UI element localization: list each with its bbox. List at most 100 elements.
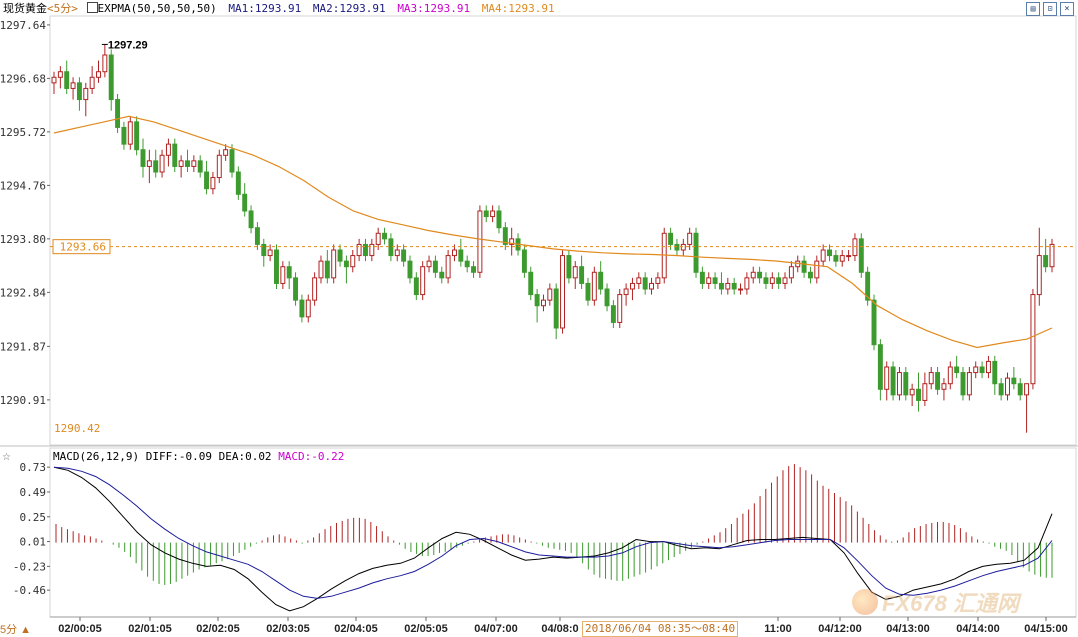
candle-up (839, 255, 845, 262)
xtick-label: 02/01:05 (128, 623, 171, 635)
xtick-label: 02/00:05 (58, 623, 101, 635)
candle-down (642, 277, 648, 290)
period-label[interactable]: <5分> (47, 2, 78, 15)
candle-down (324, 260, 330, 279)
candle-down (1011, 377, 1017, 385)
candle-down (566, 255, 572, 279)
candle-down (858, 238, 864, 273)
xtick-label: 02/03:05 (266, 623, 309, 635)
candle-up (680, 243, 686, 251)
candle-down (229, 149, 235, 173)
candle-up (706, 277, 712, 284)
macd-ytick-label: 0.25 (20, 511, 47, 524)
candle-down (401, 249, 407, 262)
candle-down (204, 171, 210, 190)
candle-down (343, 260, 349, 268)
expma-checkbox-icon[interactable] (86, 2, 98, 13)
candle-up (1036, 255, 1042, 296)
candle-up (623, 288, 629, 296)
candle-up (159, 154, 165, 173)
xtick-label: 11:00 (764, 623, 792, 635)
diff-line (53, 466, 1053, 612)
candle-down (363, 243, 368, 257)
candle-down (579, 266, 585, 284)
candle-up (318, 260, 324, 279)
candle-down (757, 271, 763, 279)
macd-diff-label: DIFF:-0.09 (145, 450, 212, 463)
close-icon[interactable]: × (1060, 2, 1074, 16)
xtick-label: 02/02:05 (196, 623, 239, 635)
price-ytick-label: 1294.76 (0, 179, 46, 192)
candle-up (769, 277, 775, 284)
candle-down (801, 260, 807, 273)
price-ytick-label: 1293.80 (0, 233, 46, 246)
candle-down (916, 388, 921, 401)
restore-icon[interactable]: ⊡ (1043, 2, 1057, 16)
candle-up (394, 249, 400, 257)
candle-down (471, 266, 477, 273)
candle-up (852, 238, 858, 257)
price-ytick-label: 1296.68 (0, 72, 46, 85)
watermark-logo: FX678 汇通网 (852, 586, 1019, 618)
candle-down (496, 210, 502, 229)
bottom-value-label: 1290.42 (54, 422, 100, 435)
candle-down (960, 372, 966, 396)
candle-up (127, 121, 133, 145)
candle-down (274, 249, 279, 284)
candle-down (76, 82, 82, 101)
period-toggle-button[interactable]: 5分 ▲ (0, 624, 32, 636)
candle-up (788, 266, 794, 279)
candle-up (814, 260, 820, 279)
candle-down (464, 260, 470, 268)
xtick-label: 04/13:00 (886, 623, 929, 635)
macd-settings-icon: ☆ (2, 452, 11, 463)
candle-down (108, 54, 114, 101)
candle-up (350, 255, 356, 268)
candle-up (947, 366, 953, 385)
candle-down (521, 249, 527, 273)
grid-layer (0, 15, 1078, 618)
candle-down (528, 271, 534, 296)
candle-up (655, 277, 661, 284)
candle-up (280, 266, 286, 284)
chart-header: 现货黄金<5分> EXPMA(50,50,50,50) MA1:1293.91 … (3, 1, 555, 16)
candle-up (629, 282, 635, 290)
candle-up (1030, 294, 1036, 385)
candle-up (490, 210, 496, 218)
candle-up (782, 277, 788, 284)
candle-up (966, 372, 972, 396)
candle-down (534, 294, 540, 307)
candle-up (267, 249, 273, 257)
candle-down (871, 299, 877, 346)
candle-up (738, 288, 743, 291)
current-price-tag: 1293.66 (60, 241, 106, 254)
candle-up (1024, 383, 1030, 396)
macd-ytick-label: 0.01 (20, 536, 47, 549)
xtick-label: 04/14:00 (956, 623, 999, 635)
candle-up (572, 266, 578, 279)
candle-up (1005, 377, 1010, 396)
zoom-icon[interactable]: ▤ (1026, 2, 1040, 16)
candle-up (909, 388, 915, 396)
candle-up (820, 249, 826, 262)
candle-up (420, 266, 426, 296)
candle-up (216, 154, 222, 179)
instrument-title: 现货黄金 (3, 3, 47, 15)
indicator-label[interactable]: EXPMA(50,50,50,50) (97, 2, 217, 15)
candle-down (585, 282, 591, 301)
current-price-tag-box (52, 239, 111, 255)
candle-down (731, 282, 737, 290)
candle-up (560, 255, 566, 329)
crosshair-time-tag: 2018/06/04 08:35～08:40 (582, 621, 739, 637)
candle-down (185, 160, 190, 167)
candle-down (903, 372, 909, 396)
candle-up (649, 282, 654, 290)
candle-up (846, 255, 852, 258)
candle-down (121, 126, 127, 145)
candle-down (248, 210, 254, 229)
candle-up (210, 177, 216, 190)
candle-down (115, 99, 121, 128)
candle-up (70, 82, 76, 89)
xtick-label: 02/04:05 (334, 623, 377, 635)
